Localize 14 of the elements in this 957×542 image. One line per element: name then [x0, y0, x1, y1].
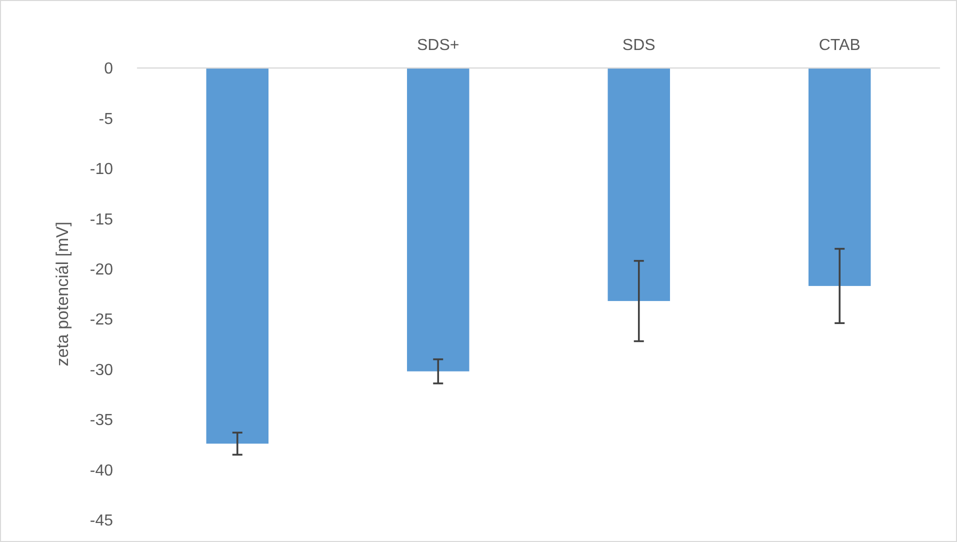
- y-tick-label: -5: [98, 110, 114, 128]
- x-tick-label: SDS: [622, 37, 656, 54]
- y-tick-label: -20: [90, 261, 114, 278]
- y-tick-label: -45: [90, 512, 114, 530]
- y-tick-label: -25: [90, 312, 114, 329]
- y-tick-label: -10: [90, 161, 114, 178]
- y-tick-label: -35: [90, 412, 114, 430]
- y-tick-label: -30: [90, 362, 114, 379]
- y-axis-title: zeta potenciál [mV]: [53, 222, 72, 366]
- x-tick-label: CTAB: [818, 37, 860, 54]
- y-tick-label: -40: [90, 462, 114, 480]
- x-tick-label: SDS+: [417, 37, 460, 54]
- y-tick-label: -15: [90, 211, 114, 228]
- y-tick-label: 0: [104, 60, 114, 78]
